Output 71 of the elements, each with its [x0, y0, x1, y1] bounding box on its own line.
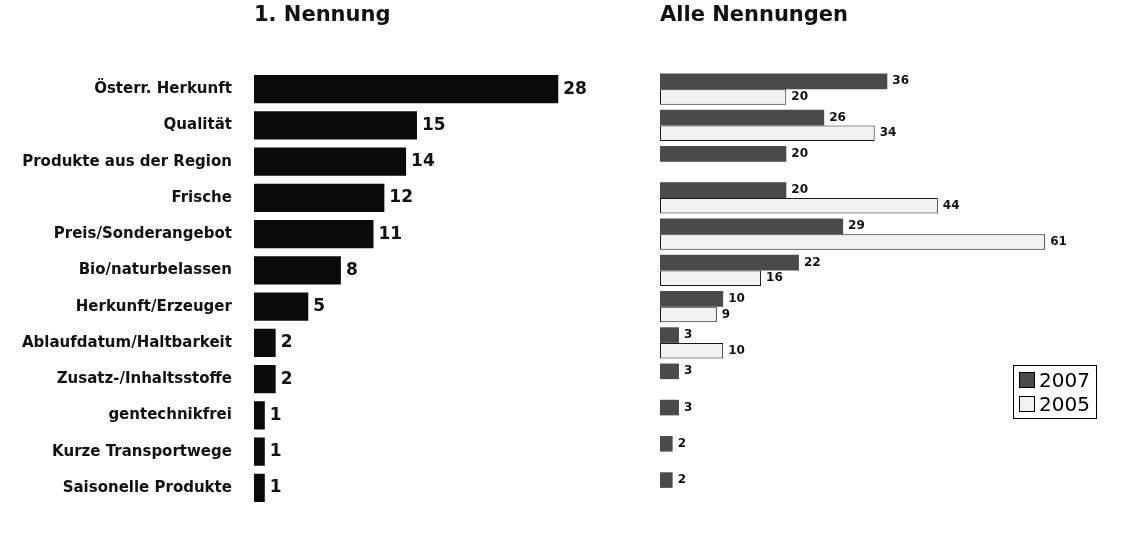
- data-label: 3: [683, 399, 693, 414]
- bar: [660, 436, 673, 452]
- data-label: 14: [411, 150, 435, 171]
- data-label: 12: [389, 186, 414, 207]
- bar: [660, 182, 787, 198]
- data-label: 28: [563, 77, 587, 98]
- data-label: 36: [892, 73, 910, 88]
- y-tick-label: Kurze Transportwege: [52, 441, 232, 460]
- data-label: 1: [269, 476, 282, 497]
- data-label: 1: [269, 403, 282, 424]
- bar: [660, 472, 673, 488]
- bar: [253, 183, 385, 213]
- data-label: 11: [378, 222, 403, 243]
- data-label: 5: [313, 295, 326, 316]
- data-label: 3: [683, 327, 693, 342]
- data-label: 29: [848, 218, 865, 233]
- bar: [660, 291, 724, 307]
- bar: [253, 328, 276, 358]
- bar: [660, 327, 679, 343]
- bar: [253, 292, 309, 321]
- bar: [660, 399, 679, 416]
- data-label: 2: [677, 435, 686, 450]
- data-label: 8: [345, 258, 358, 279]
- y-tick-label: Ablaufdatum/Haltbarkeit: [22, 332, 232, 351]
- data-label: 61: [1050, 234, 1067, 249]
- data-label: 2: [280, 367, 293, 388]
- data-label: 16: [766, 270, 783, 285]
- data-label: 34: [879, 125, 897, 140]
- bar: [253, 219, 374, 249]
- y-tick-label: Österr. Herkunft: [94, 78, 232, 98]
- bar: [660, 218, 844, 235]
- y-tick-label: Qualität: [163, 115, 232, 134]
- y-tick-label: Bio/naturbelassen: [78, 260, 232, 279]
- y-tick-label: gentechnikfrei: [108, 405, 232, 424]
- y-tick-label: Frische: [171, 187, 232, 206]
- data-label: 44: [942, 197, 960, 212]
- bar: [660, 254, 799, 271]
- data-label: 9: [721, 306, 731, 321]
- bar: [253, 147, 407, 176]
- legend-label: 2005: [1039, 392, 1090, 416]
- bar: [660, 146, 787, 162]
- data-label: 1: [269, 440, 282, 461]
- data-label: 2: [280, 331, 293, 352]
- y-tick-label: Saisonelle Produkte: [62, 477, 232, 496]
- y-tick-label: Preis/Sonderangebot: [53, 224, 232, 243]
- bar: [253, 256, 341, 285]
- y-tick-label: Produkte aus der Region: [22, 151, 232, 170]
- bar: [660, 109, 825, 126]
- bar: [660, 363, 679, 380]
- data-label: 15: [421, 113, 446, 134]
- bar: [253, 74, 559, 104]
- data-label: 26: [829, 109, 846, 124]
- bar: [253, 111, 417, 140]
- chart-title: Alle Nennungen: [660, 2, 849, 28]
- bar: [253, 401, 265, 430]
- data-label: 20: [791, 182, 808, 197]
- data-label: 10: [728, 290, 745, 305]
- chart-title: 1. Nennung: [253, 2, 391, 28]
- bar: [253, 364, 276, 394]
- y-tick-label: Herkunft/Erzeuger: [75, 296, 233, 315]
- data-label: 3: [683, 363, 693, 378]
- data-label: 20: [791, 89, 808, 104]
- bar: [253, 473, 265, 503]
- bar: [660, 73, 888, 90]
- legend-label: 2007: [1039, 368, 1090, 392]
- data-label: 10: [728, 342, 745, 357]
- data-label: 2: [677, 472, 686, 487]
- bar: [253, 437, 265, 466]
- data-label: 20: [791, 145, 808, 160]
- data-label: 22: [803, 254, 821, 269]
- y-tick-label: Zusatz-/Inhaltsstoffe: [56, 369, 232, 388]
